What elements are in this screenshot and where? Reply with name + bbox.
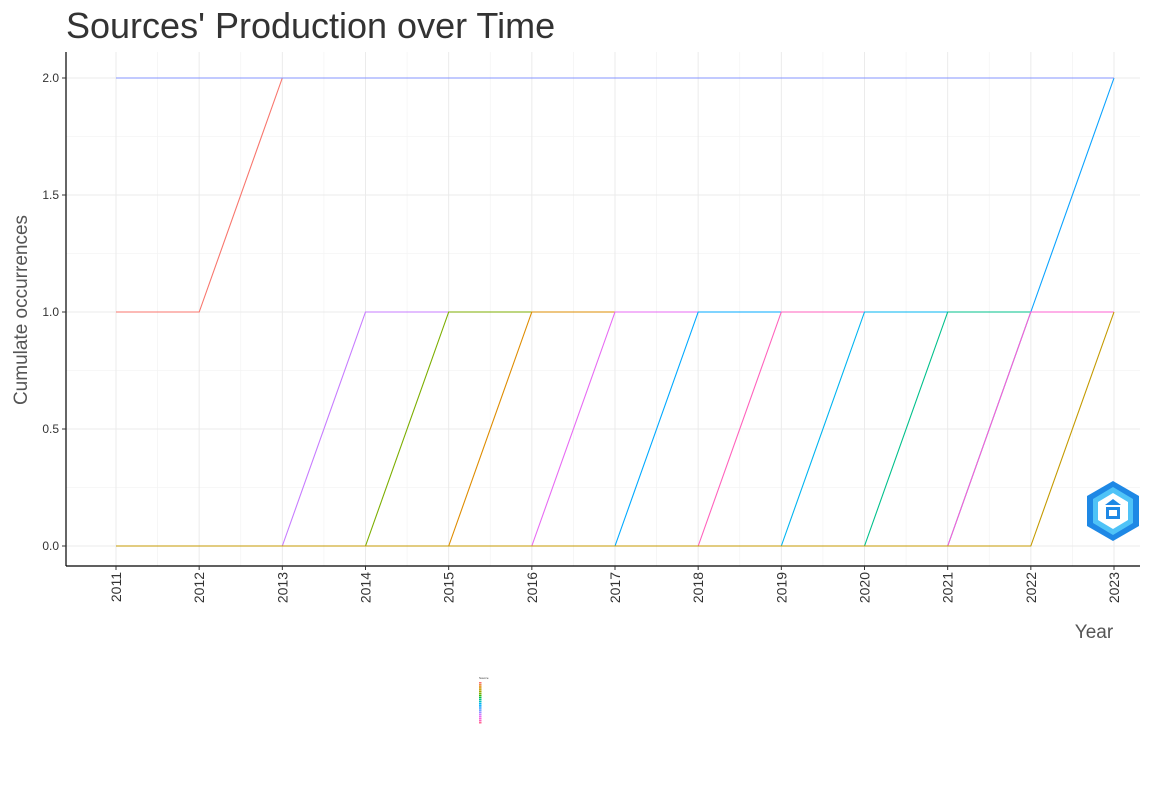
- legend-keys: [479, 682, 482, 724]
- x-tick-label: 2016: [524, 572, 540, 603]
- x-tick-label: 2012: [191, 572, 207, 603]
- x-tick-label: 2015: [441, 572, 457, 603]
- legend: Source: [479, 676, 489, 724]
- x-tick-label: 2023: [1106, 572, 1122, 603]
- x-axis-title: Year: [1075, 622, 1114, 643]
- legend-key: [479, 715, 482, 718]
- series-line-12: [116, 311, 1115, 547]
- legend-key: [479, 686, 482, 688]
- y-tick-label: 0.0: [42, 539, 59, 553]
- y-tick-label: 2.0: [42, 71, 59, 85]
- x-tick-label: 2021: [940, 572, 956, 603]
- legend-key: [479, 713, 482, 716]
- x-axis-ticks: 2011 2012 2013 2014 2015 2016 2017 2018 2019 2020…: [108, 566, 1122, 603]
- x-tick-label: 2020: [857, 572, 873, 603]
- legend-key: [479, 700, 482, 703]
- chart-title: Sources' Production over Time: [66, 5, 555, 46]
- legend-title: Source: [479, 676, 489, 680]
- series-lines: [116, 77, 1115, 547]
- y-tick-label: 0.5: [42, 422, 59, 436]
- app-logo-icon: [1087, 481, 1139, 541]
- legend-key: [479, 711, 482, 713]
- x-tick-label: 2017: [607, 572, 623, 603]
- x-tick-label: 2013: [274, 572, 290, 603]
- x-tick-label: 2019: [773, 572, 789, 603]
- legend-key: [479, 703, 482, 705]
- legend-key: [479, 698, 482, 701]
- y-tick-label: 1.0: [42, 305, 59, 319]
- legend-key: [479, 709, 482, 711]
- y-tick-label: 1.5: [42, 188, 59, 202]
- legend-key: [479, 694, 482, 697]
- minor-gridlines: [66, 52, 1140, 566]
- x-tick-label: 2022: [1023, 572, 1039, 603]
- legend-key: [479, 717, 482, 720]
- legend-key: [479, 707, 482, 709]
- legend-key: [479, 721, 482, 724]
- legend-key: [479, 690, 482, 692]
- legend-key: [479, 684, 482, 686]
- legend-key: [479, 692, 482, 695]
- y-axis-ticks: 0.0 0.5 1.0 1.5 2.0: [42, 71, 66, 553]
- legend-key: [479, 705, 482, 707]
- x-tick-label: 2014: [358, 572, 374, 603]
- y-axis-title: Cumulate occurrences: [11, 215, 32, 405]
- x-tick-label: 2018: [690, 572, 706, 603]
- legend-key: [479, 719, 482, 722]
- legend-key: [479, 682, 482, 684]
- major-gridlines: [66, 52, 1140, 566]
- x-tick-label: 2011: [108, 572, 124, 602]
- legend-key: [479, 696, 482, 699]
- legend-key: [479, 688, 482, 690]
